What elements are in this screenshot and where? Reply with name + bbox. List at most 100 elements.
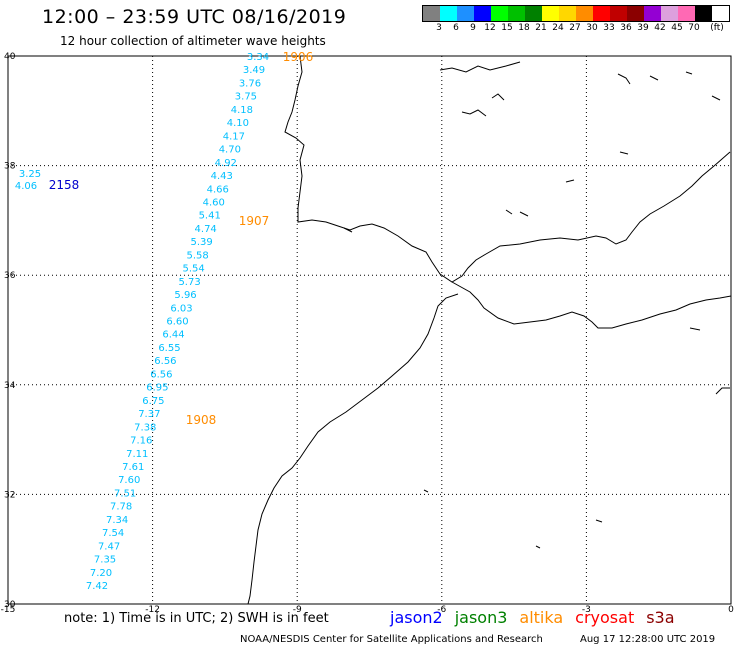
satellite-legend-item: jason3 [454,608,508,627]
coastline-segment [505,209,513,215]
color-swatch [542,6,559,21]
wave-height-reading: 6.95 [146,383,168,394]
color-scale-label: 18 [518,23,530,33]
lat-tick-label: 40 [4,52,16,62]
color-scale-label: (ft) [710,23,724,33]
altimeter-track: 3.34 3.49 3.76 3.75 4.18 4.10 4.17 4.70 4.92 4.43… [15,50,313,592]
wave-height-reading: 7.47 [98,541,120,552]
wave-height-reading: 7.54 [102,528,124,539]
wave-height-reading: 7.11 [126,449,148,460]
color-scale-label: 15 [501,23,513,33]
coastline [247,55,732,605]
coastline-segment [619,151,629,155]
lat-tick-label: 36 [4,271,16,281]
satellite-legend-item: jason2 [390,608,443,627]
wave-height-reading: 7.51 [114,488,136,499]
wave-height-reading: 5.96 [174,290,196,301]
wave-height-reading: 7.35 [94,555,116,566]
wave-height-reading: 3.49 [243,65,265,76]
wave-height-reading: 5.39 [191,237,213,248]
color-scale-label: 39 [637,23,649,33]
color-swatch [610,6,627,21]
color-swatch [593,6,610,21]
coastline-segment [519,211,529,217]
pass-time-label: 1907 [239,214,270,228]
lon-tick-label: -9 [293,605,302,615]
wave-height-reading: 4.60 [203,197,225,208]
coastline-segment [423,489,429,493]
wave-height-reading: 6.56 [154,356,176,367]
coastline-segment [535,545,541,549]
color-scale-label: 24 [552,23,564,33]
wave-height-reading: 5.73 [178,277,200,288]
pass-time-label: 2158 [49,178,80,192]
lon-tick-label: 0 [728,605,734,615]
pass-time-label: 1906 [283,50,314,64]
wave-height-reading: 6.44 [162,330,184,341]
coastline-segment [689,327,701,331]
coastline-segment [595,519,603,523]
wave-height-reading: 4.17 [223,131,245,142]
page-subtitle: 12 hour collection of altimeter wave hei… [60,34,326,48]
coastline-segment [715,387,730,395]
coastline-segment [284,55,731,283]
wave-height-reading: 4.06 [15,181,37,192]
color-swatch [474,6,491,21]
color-scale-label: 3 [436,23,442,33]
page-title: 12:00 – 23:59 UTC 08/16/2019 [42,6,347,28]
coastline-segment [491,93,505,101]
wave-height-reading: 4.92 [215,158,237,169]
satellite-legend: jason2 jason3 altika cryosat s3a [390,608,687,627]
color-scale-swatches [422,5,730,22]
timestamp: Aug 17 12:28:00 UTC 2019 [580,634,716,645]
coastline-segment [565,179,575,183]
wave-height-reading: 4.43 [211,171,233,182]
color-scale-label: 27 [569,23,581,33]
wave-height-reading: 7.38 [134,422,156,433]
coastline-segment [649,75,659,81]
color-swatch [457,6,474,21]
lon-tick-label: -15 [1,605,16,615]
wave-height-reading: 6.55 [158,343,180,354]
wave-height-reading: 6.75 [142,396,164,407]
pass-time-label: 1908 [186,413,217,427]
color-scale-legend: 3 6 9 12 15 18 21 24 27 30 33 36 39 42 45 70 (ft) [422,5,730,37]
color-scale-label: 42 [654,23,666,33]
color-swatch [525,6,542,21]
color-scale-label: 70 [688,23,700,33]
color-swatch [661,6,678,21]
color-scale-labels: 3 6 9 12 15 18 21 24 27 30 33 36 39 42 45 70 (ft) [422,23,728,35]
color-scale-label: 21 [535,23,547,33]
lon-tick-label: -3 [582,605,591,615]
wave-height-reading: 5.41 [199,211,221,222]
color-swatch [678,6,695,21]
satellite-legend-item: s3a [646,608,675,627]
wave-height-reading: 7.16 [130,436,152,447]
wave-height-reading: 7.20 [90,568,112,579]
wave-height-reading: 4.10 [227,118,249,129]
color-scale-label: 9 [470,23,476,33]
color-swatch [627,6,644,21]
color-scale-label: 45 [671,23,683,33]
wave-height-reading: 6.56 [150,369,172,380]
wave-height-reading: 6.03 [170,303,192,314]
color-swatch [695,6,712,21]
coastline-segment [439,61,521,73]
color-swatch [712,6,729,21]
color-swatch [508,6,525,21]
map-border [7,55,732,605]
wave-height-reading: 3.25 [19,169,41,180]
satellite-legend-item: cryosat [575,608,635,627]
wave-height-reading: 6.60 [166,317,188,328]
color-scale-label: 12 [484,23,496,33]
wave-height-reading: 3.34 [247,52,269,63]
map-frame [7,55,732,605]
wave-height-reading: 7.78 [110,502,132,513]
wave-height-reading: 7.37 [138,409,160,420]
coastline-segment [451,281,732,329]
credit-line: NOAA/NESDIS Center for Satellite Applica… [240,634,543,645]
lon-tick-label: -6 [437,605,446,615]
wave-height-reading: 3.76 [239,78,261,89]
wave-height-reading: 5.58 [186,250,208,261]
